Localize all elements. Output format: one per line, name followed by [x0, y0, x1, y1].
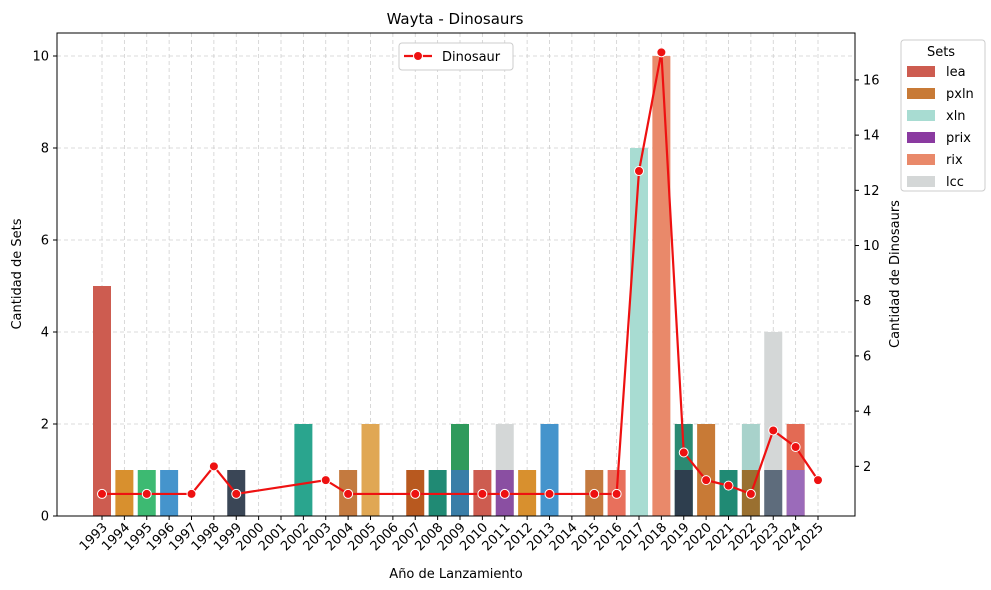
dinosaur-point	[208, 461, 219, 472]
line-legend-label: Dinosaur	[442, 50, 501, 65]
bar-2023	[764, 470, 783, 516]
bar-2017	[630, 148, 648, 516]
dinosaur-point	[634, 166, 644, 176]
sets-legend-swatch	[907, 88, 935, 99]
dinosaur-point	[544, 488, 555, 499]
dinosaur-point	[231, 488, 242, 499]
dinosaur-point	[477, 488, 488, 499]
dinosaur-point	[410, 488, 421, 499]
y2-axis-label: Cantidad de Dinosaurs	[888, 200, 903, 348]
bar-2005	[361, 424, 380, 516]
bar-1993	[93, 286, 111, 516]
sets-legend-swatch	[907, 132, 935, 143]
y2-tick-label: 10	[863, 239, 880, 254]
sets-legend-box	[900, 39, 986, 192]
y2-tick-label: 14	[863, 129, 880, 144]
sets-legend-swatch	[907, 110, 935, 121]
sets-legend-label: prix	[946, 131, 971, 146]
sets-legend-label: rix	[946, 153, 963, 168]
dinosaur-point	[97, 488, 107, 499]
bar-2019	[674, 470, 693, 516]
dinosaur-point	[611, 488, 622, 499]
sets-legend-title: Sets	[927, 45, 955, 60]
dinosaur-point	[343, 488, 354, 499]
y-axis-right: 2 4 6 8 10 12 14 16	[855, 73, 880, 475]
bar-2018	[652, 56, 671, 516]
bar-2002	[294, 424, 313, 516]
x-axis: 1993199419951996199719981999200020012002…	[77, 516, 827, 554]
bar-2013	[540, 424, 559, 516]
y-tick-label: 10	[32, 50, 49, 65]
y-tick-label: 2	[41, 418, 49, 433]
y2-tick-label: 4	[863, 405, 871, 420]
dinosaur-point	[701, 475, 712, 486]
bar-2024	[786, 470, 805, 516]
sets-legend-swatch	[907, 176, 935, 187]
dinosaur-point	[768, 425, 779, 436]
y-tick-label: 4	[41, 326, 49, 341]
sets-legend-label: xln	[946, 109, 966, 124]
y-axis-left: 0 2 4 6 8 10	[32, 50, 57, 525]
dinosaur-point	[813, 475, 823, 486]
y-axis-label: Cantidad de Sets	[10, 218, 25, 329]
y2-tick-label: 12	[863, 184, 880, 199]
sets-legend-swatch	[907, 66, 935, 77]
dinosaur-line-path	[102, 52, 819, 496]
dinosaur-point	[678, 447, 689, 458]
y-tick-label: 0	[41, 510, 49, 525]
y2-tick-label: 8	[863, 294, 871, 309]
dinosaur-line	[97, 47, 823, 499]
dinosaur-point	[141, 488, 152, 499]
line-legend-marker	[413, 51, 423, 61]
dinosaur-point	[186, 488, 197, 499]
sets-legend-items: lea pxln xln prix rix lcc	[907, 65, 974, 190]
sets-legend-label: lea	[946, 65, 966, 80]
sets-legend-label: lcc	[946, 175, 964, 190]
dinosaur-point	[589, 488, 600, 499]
sets-legend: Sets lea pxln xln prix rix lcc	[900, 39, 986, 192]
dinosaur-point	[745, 488, 756, 499]
x-axis-label: Año de Lanzamiento	[389, 567, 522, 582]
sets-legend-swatch	[907, 154, 935, 165]
chart-title: Wayta - Dinosaurs	[387, 10, 524, 28]
dinosaur-point	[320, 475, 331, 486]
line-legend: Dinosaur	[398, 42, 514, 71]
y2-tick-label: 6	[863, 349, 871, 364]
line-legend-box	[398, 42, 514, 71]
dinosaur-point	[499, 488, 510, 499]
dinosaur-point	[790, 442, 801, 452]
dinosaur-point	[723, 480, 734, 491]
y2-tick-label: 16	[863, 73, 880, 88]
y-tick-label: 6	[41, 234, 49, 249]
bar-2020	[697, 424, 716, 516]
dinosaur-point	[656, 47, 667, 58]
y2-tick-label: 2	[863, 460, 871, 475]
y-tick-label: 8	[41, 142, 49, 157]
plot-frame	[56, 32, 856, 517]
sets-legend-label: pxln	[946, 87, 974, 102]
bar-2021	[719, 470, 738, 516]
